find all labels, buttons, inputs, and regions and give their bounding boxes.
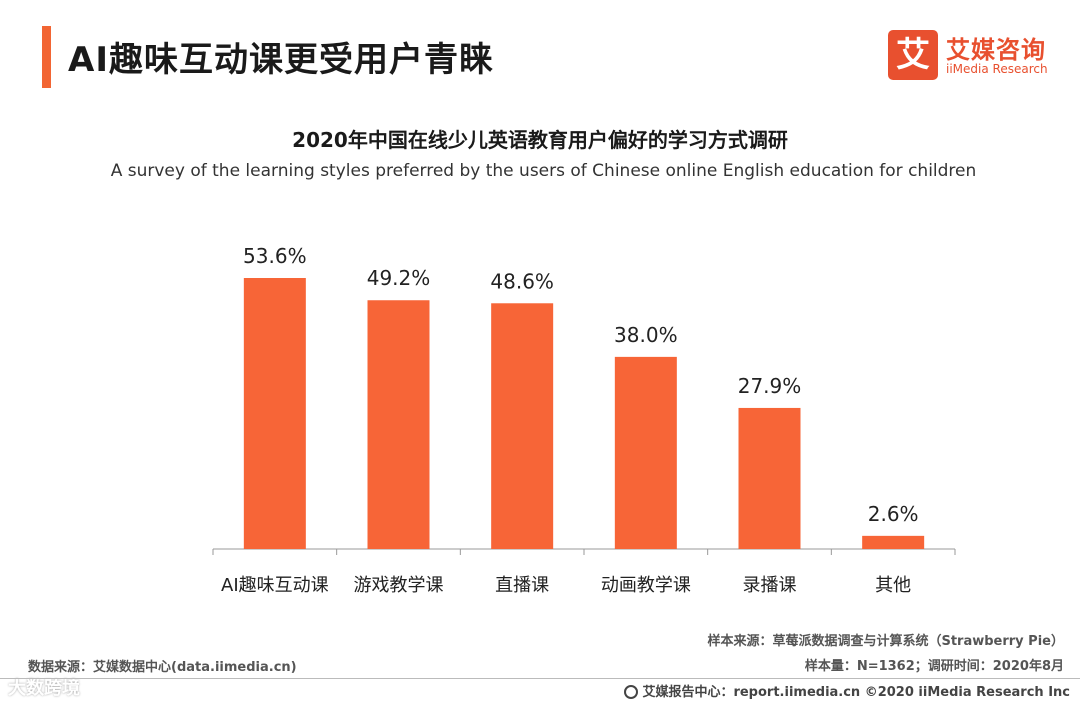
- chart-title: 2020年中国在线少儿英语教育用户偏好的学习方式调研: [292, 128, 788, 152]
- bar-1: [243, 278, 306, 549]
- category-label-5: 录播课: [743, 575, 797, 596]
- category-label-2: 游戏教学课: [354, 575, 444, 596]
- watermark: 大数跨境: [8, 678, 80, 699]
- category-label-1: AI趣味互动课: [221, 575, 329, 596]
- report-center: 艾媒报告中心：report.iimedia.cn ©2020 iiMedia R…: [624, 681, 1070, 700]
- data-label-1: 53.6%: [243, 244, 307, 268]
- logo-name-cn: 艾媒咨询: [946, 36, 1046, 64]
- bar-3: [491, 303, 554, 549]
- bar-4: [614, 356, 677, 549]
- data-label-3: 48.6%: [490, 269, 554, 293]
- logo-name-en: iiMedia Research: [946, 62, 1048, 76]
- category-label-6: 其他: [875, 575, 911, 596]
- logo-mark-icon: 艾: [888, 30, 938, 80]
- data-label-5: 27.9%: [738, 374, 802, 398]
- page-title: AI趣味互动课更受用户青睐: [68, 40, 494, 80]
- sample-size: 样本量：N=1362；调研时间：2020年8月: [804, 659, 1064, 674]
- globe-icon: [624, 685, 639, 699]
- bar-2: [367, 300, 430, 549]
- title-accent-bar: [42, 26, 51, 88]
- category-label-4: 动画教学课: [601, 575, 691, 596]
- data-label-2: 49.2%: [367, 266, 431, 290]
- data-source: 数据来源：艾媒数据中心(data.iimedia.cn): [28, 660, 297, 675]
- category-label-3: 直播课: [495, 575, 549, 596]
- footer-divider: [0, 678, 1080, 679]
- data-label-6: 2.6%: [868, 502, 919, 526]
- data-label-4: 38.0%: [614, 323, 678, 347]
- iimedia-logo: 艾 艾媒咨询 iiMedia Research: [888, 30, 1063, 82]
- bar-5: [738, 407, 801, 549]
- bar-6: [862, 535, 925, 549]
- sample-source: 样本来源：草莓派数据调查与计算系统（Strawberry Pie）: [707, 634, 1064, 649]
- chart-subtitle: A survey of the learning styles preferre…: [110, 161, 977, 181]
- report-center-text: 艾媒报告中心：report.iimedia.cn ©2020 iiMedia R…: [642, 685, 1070, 700]
